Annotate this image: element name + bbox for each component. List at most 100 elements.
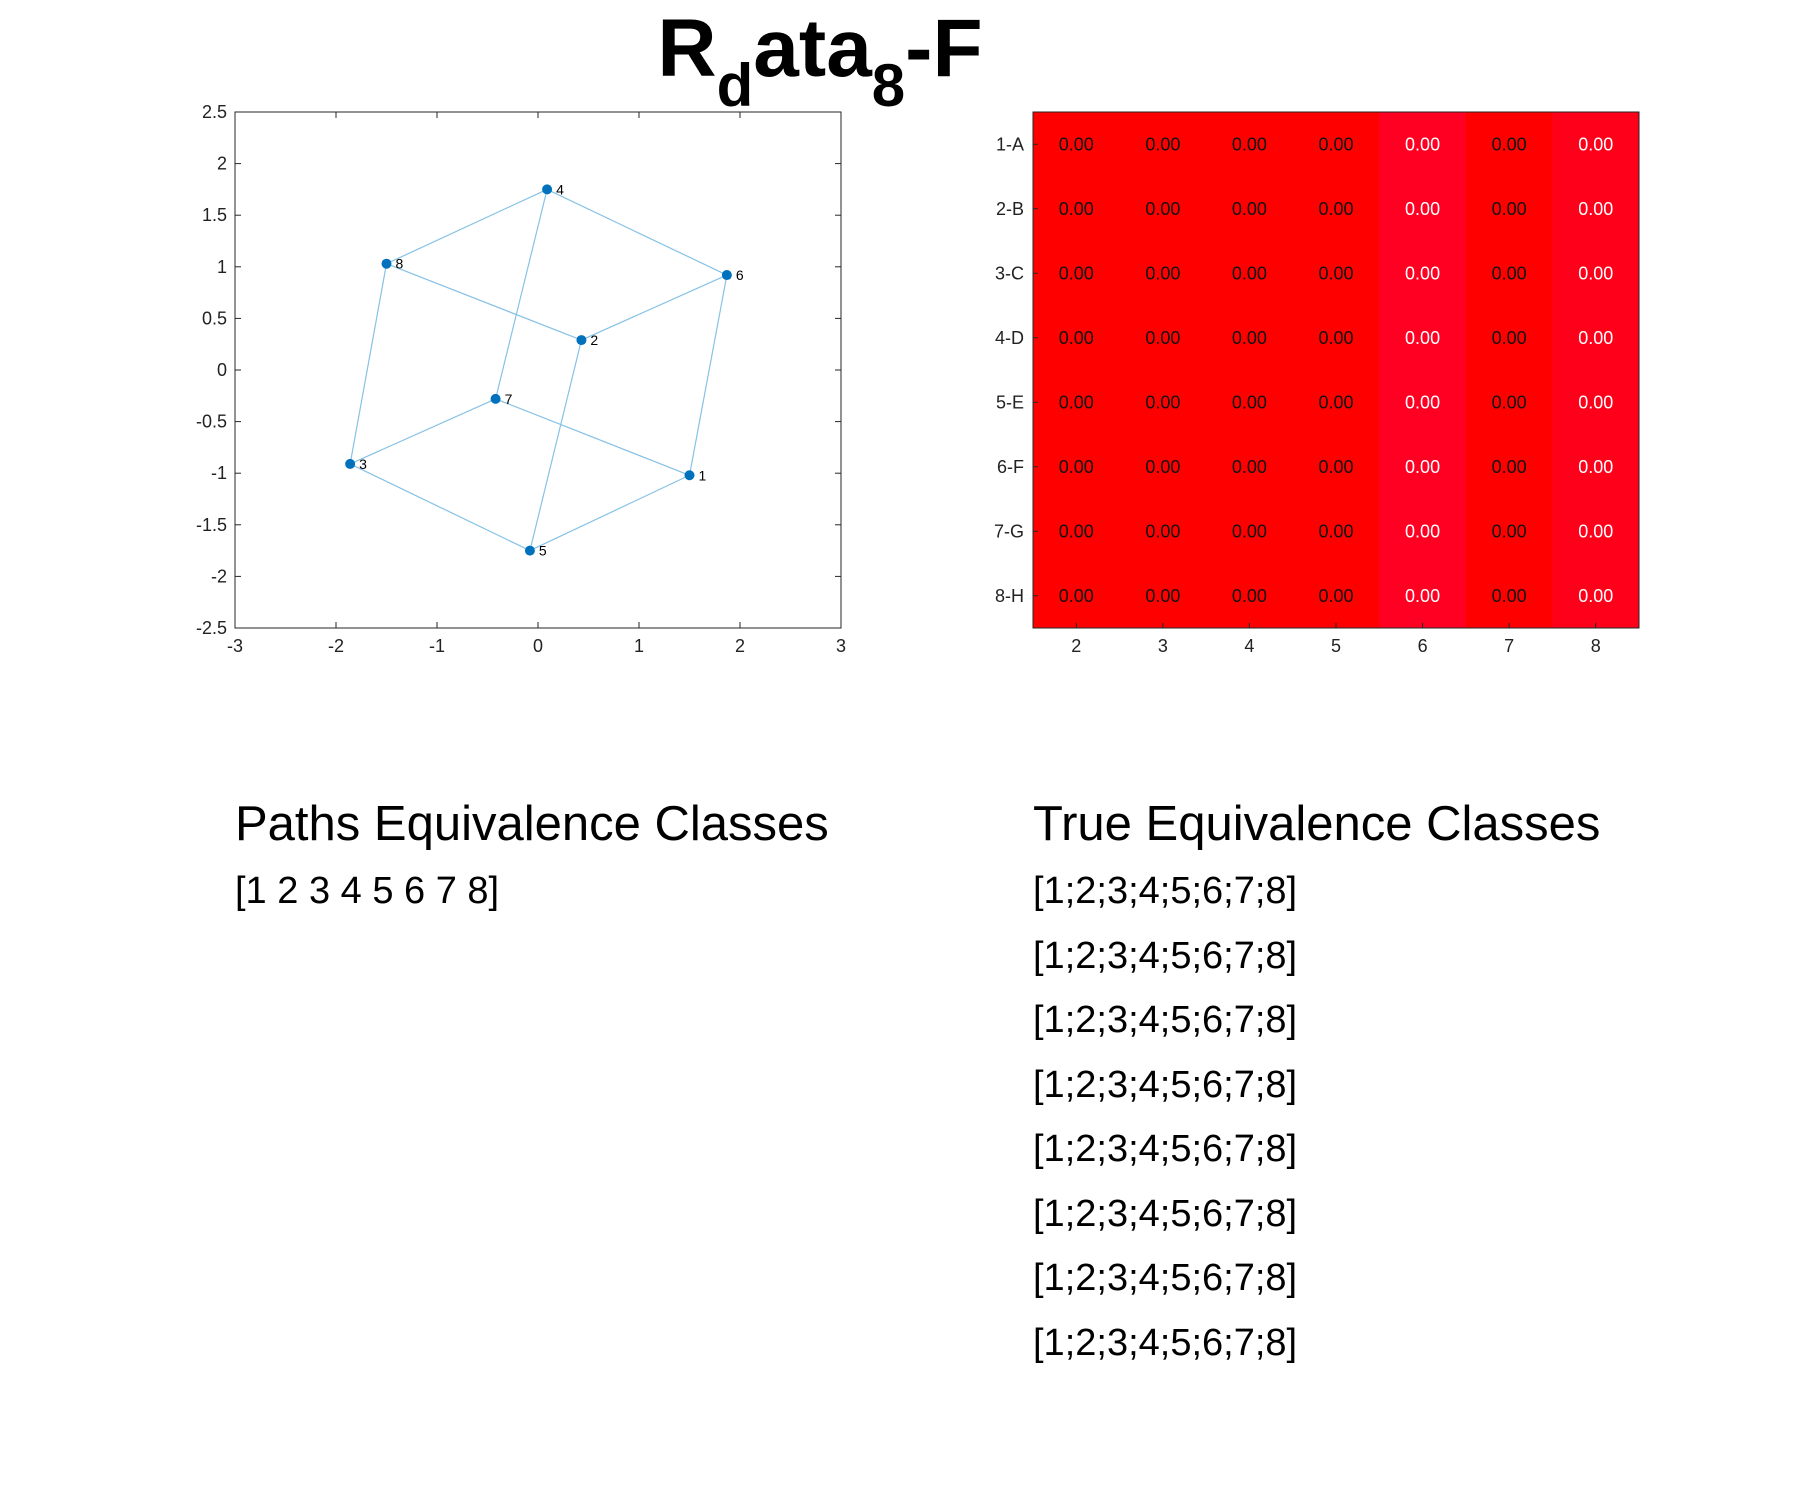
heatmap-cell-value: 0.00 [1232,199,1267,219]
heatmap-cell-value: 0.00 [1145,328,1180,348]
heatmap-cell [1119,434,1207,500]
heatmap-cell [1465,563,1553,629]
graph-edge [349,263,388,465]
heatmap-cell [1552,370,1640,435]
true-class-line: [1;2;3;4;5;6;7;8] [1033,1321,1298,1364]
heatmap-cell [1379,434,1467,500]
heatmap-cell [1033,499,1121,564]
y-tick-label: -2.5 [196,618,227,638]
heatmap-cell-value: 0.00 [1145,263,1180,283]
heatmap-cell-value: 0.00 [1232,328,1267,348]
heatmap-cell [1292,305,1380,371]
heatmap-cell-value: 0.00 [1405,457,1440,477]
heatmap-col-label: 6 [1418,636,1428,656]
graph-edge [386,263,582,341]
heatmap-row-label: 4-D [995,328,1024,348]
graph-edge [386,188,548,265]
heatmap-cell [1465,305,1553,371]
paths-classes-heading: Paths Equivalence Classes [235,797,829,851]
heatmap-cell-value: 0.00 [1318,521,1353,541]
graph-edge [494,189,548,400]
heatmap-cell-value: 0.00 [1145,586,1180,606]
heatmap-cell-value: 0.00 [1578,521,1613,541]
heatmap-cell [1033,370,1121,435]
heatmap-cell [1119,305,1207,371]
heatmap-col-label: 5 [1331,636,1341,656]
graph-plot: -3 -2 -1 0 1 2 3 2.5 2 1.5 1 0.5 0 -0.5 -1 -1.5 -2 -2.5 1 2… [196,102,846,656]
heatmap-cell-value: 0.00 [1405,134,1440,154]
heatmap-cell [1379,499,1467,564]
heatmap-cell [1552,499,1640,564]
heatmap-cell-value: 0.00 [1059,328,1094,348]
heatmap-cell [1292,563,1380,629]
heatmap-row-label: 5-E [996,392,1024,412]
heatmap-cell-value: 0.00 [1232,392,1267,412]
heatmap-cell [1119,499,1207,564]
heatmap-cell-value: 0.00 [1232,263,1267,283]
heatmap-cell [1119,176,1207,242]
heatmap-cell-value: 0.00 [1578,586,1613,606]
x-tick-label: 0 [533,636,543,656]
graph-node-label: 4 [556,181,564,197]
heatmap-cell [1206,176,1294,242]
y-tick-label: 1 [217,257,227,277]
y-tick-label: -1.5 [196,515,227,535]
heatmap-cell-value: 0.00 [1318,134,1353,154]
y-tick-label: 0.5 [202,308,227,328]
heatmap-cell [1119,112,1207,177]
y-tick-label: 2 [217,154,227,174]
heatmap-cell-value: 0.00 [1059,586,1094,606]
heatmap-cell [1552,241,1640,306]
heatmap-cell-value: 0.00 [1492,521,1527,541]
heatmap-cell [1206,112,1294,177]
heatmap-cell [1465,176,1553,242]
graph-node-label: 1 [699,467,707,483]
heatmap-cell-value: 0.00 [1232,457,1267,477]
heatmap-cell [1379,305,1467,371]
true-class-line: [1;2;3;4;5;6;7;8] [1033,1257,1298,1299]
heatmap-cell-value: 0.00 [1578,328,1613,348]
graph-node-label: 7 [505,391,513,407]
heatmap-cell-value: 0.00 [1059,263,1094,283]
graph-edge [581,274,728,341]
heatmap-cell [1292,370,1380,435]
x-tick-label: -3 [227,636,243,656]
heatmap-cell [1465,499,1553,564]
true-class-line: [1;2;3;4;5;6;7;8] [1033,934,1298,977]
graph-node-label: 2 [590,332,598,348]
title-end: -F [905,3,983,94]
heatmap-cell [1379,241,1467,306]
heatmap-cell-value: 0.00 [1232,134,1267,154]
heatmap-cell [1292,112,1380,177]
heatmap-cell [1206,434,1294,500]
heatmap-cell-value: 0.00 [1145,521,1180,541]
heatmap-cell-value: 0.00 [1492,328,1527,348]
graph-node-label: 8 [396,256,404,272]
heatmap-cell [1465,241,1553,306]
heatmap-cell [1292,241,1380,306]
heatmap-cell-value: 0.00 [1232,521,1267,541]
graph-node [721,270,732,281]
heatmap-cell-value: 0.00 [1318,586,1353,606]
heatmap-cell-value: 0.00 [1578,199,1613,219]
heatmap-cell [1033,112,1121,177]
heatmap-cell-value: 0.00 [1405,328,1440,348]
heatmap-cell [1033,434,1121,500]
heatmap-plot: 0.00 0.00 0.00 0.00 0.00 0.00 0.00 0.00 0.00 0.00… [994,111,1640,656]
graph-node [345,458,356,469]
heatmap-cell [1379,112,1467,177]
heatmap-row-label: 8-H [995,586,1024,606]
heatmap-row-label: 7-G [994,521,1024,541]
y-tick-label: -0.5 [196,412,227,432]
heatmap-cell-value: 0.00 [1145,392,1180,412]
heatmap-cell-value: 0.00 [1405,199,1440,219]
heatmap-cell [1033,563,1121,629]
heatmap-cell [1292,499,1380,564]
title-base: R [657,3,717,94]
heatmap-cell [1552,563,1640,629]
title-subscript-2: 8 [871,52,906,119]
graph-plot-frame [234,111,842,629]
heatmap-cell-value: 0.00 [1145,457,1180,477]
heatmap-cell [1379,370,1467,435]
heatmap-cell-value: 0.00 [1059,392,1094,412]
